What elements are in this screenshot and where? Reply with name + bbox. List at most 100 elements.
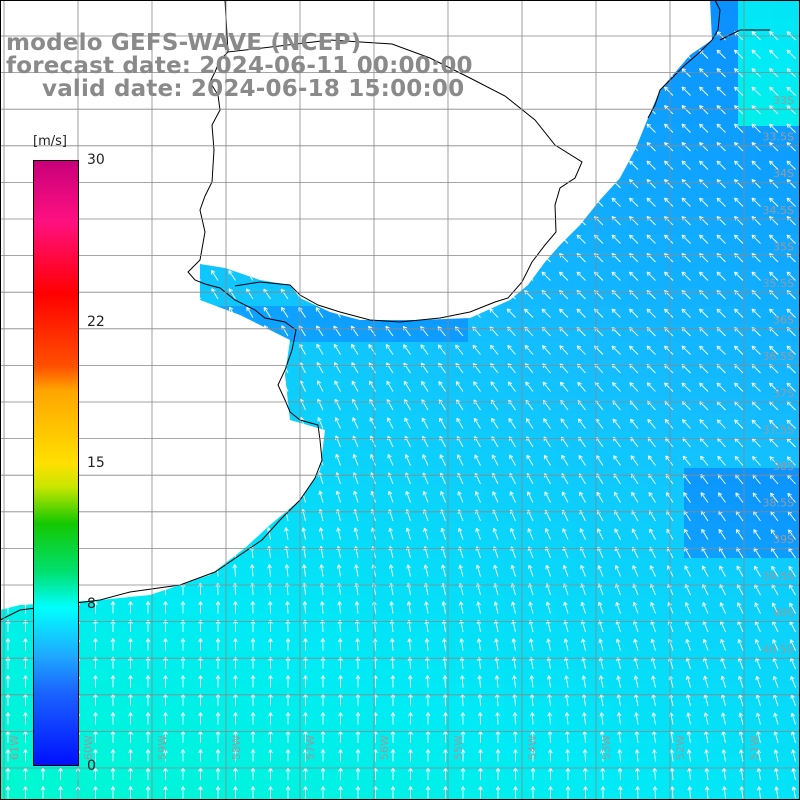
speed-cell xyxy=(666,702,685,721)
speed-cell xyxy=(180,756,199,775)
speed-cell xyxy=(702,486,721,505)
colorbar-unit: [m/s] xyxy=(33,134,67,149)
speed-cell xyxy=(522,504,541,523)
speed-cell xyxy=(270,720,289,739)
speed-cell xyxy=(774,216,793,235)
lon-label: 58W xyxy=(230,735,243,760)
speed-cell xyxy=(414,630,433,649)
speed-cell xyxy=(756,378,775,397)
speed-cell xyxy=(270,774,289,793)
speed-cell xyxy=(288,396,307,415)
speed-cell xyxy=(360,594,379,613)
speed-cell xyxy=(450,522,469,541)
speed-cell xyxy=(540,378,559,397)
speed-cell xyxy=(270,540,289,559)
speed-cell xyxy=(468,684,487,703)
speed-cell xyxy=(504,396,523,415)
speed-cell xyxy=(288,702,307,721)
speed-cell xyxy=(540,432,559,451)
speed-cell xyxy=(630,702,649,721)
speed-cell xyxy=(288,504,307,523)
speed-cell xyxy=(738,774,757,793)
speed-cell xyxy=(18,684,37,703)
wind-arrow xyxy=(751,86,761,96)
speed-cell xyxy=(288,738,307,757)
speed-cell xyxy=(162,648,181,667)
speed-cell xyxy=(702,378,721,397)
speed-cell xyxy=(540,648,559,667)
speed-cell xyxy=(396,648,415,667)
speed-cell xyxy=(486,702,505,721)
speed-cell xyxy=(540,522,559,541)
speed-cell xyxy=(72,792,91,800)
speed-cell xyxy=(306,594,325,613)
speed-cell xyxy=(774,90,793,109)
speed-cell xyxy=(792,720,800,739)
speed-cell xyxy=(648,378,667,397)
speed-cell xyxy=(396,378,415,397)
speed-cell xyxy=(270,792,289,800)
speed-cell xyxy=(576,270,595,289)
speed-cell xyxy=(612,234,631,253)
speed-cell xyxy=(612,288,631,307)
speed-cell xyxy=(324,396,343,415)
speed-cell xyxy=(522,432,541,451)
speed-cell xyxy=(792,180,800,199)
speed-cell xyxy=(792,594,800,613)
speed-cell xyxy=(540,684,559,703)
speed-cell xyxy=(360,432,379,451)
speed-cell xyxy=(270,594,289,613)
speed-cell xyxy=(180,666,199,685)
speed-cell xyxy=(720,270,739,289)
speed-cell xyxy=(342,774,361,793)
speed-cell xyxy=(414,468,433,487)
speed-cell xyxy=(666,792,685,800)
speed-cell xyxy=(522,756,541,775)
speed-cell xyxy=(540,792,559,800)
speed-cell xyxy=(558,486,577,505)
speed-cell xyxy=(594,468,613,487)
speed-cell xyxy=(738,144,757,163)
speed-cell xyxy=(630,324,649,343)
speed-cell xyxy=(468,342,487,361)
speed-cell xyxy=(198,792,217,800)
speed-cell xyxy=(666,198,685,217)
speed-cell xyxy=(486,432,505,451)
speed-cell xyxy=(342,792,361,800)
speed-cell xyxy=(90,720,109,739)
speed-cell xyxy=(324,342,343,361)
lat-label: 34S xyxy=(773,167,794,180)
speed-cell xyxy=(378,378,397,397)
speed-cell xyxy=(504,504,523,523)
speed-cell xyxy=(612,774,631,793)
speed-cell xyxy=(162,684,181,703)
speed-cell xyxy=(216,288,235,307)
speed-cell xyxy=(324,702,343,721)
speed-cell xyxy=(792,792,800,800)
speed-cell xyxy=(234,630,253,649)
speed-cell xyxy=(216,630,235,649)
speed-cell xyxy=(702,252,721,271)
speed-cell xyxy=(792,630,800,649)
speed-cell xyxy=(252,756,271,775)
speed-cell xyxy=(252,648,271,667)
speed-cell xyxy=(306,540,325,559)
lat-label: 35.5S xyxy=(763,277,794,290)
speed-cell xyxy=(648,792,667,800)
speed-cell xyxy=(540,486,559,505)
speed-cell xyxy=(684,666,703,685)
speed-cell xyxy=(756,0,775,19)
speed-cell xyxy=(558,792,577,800)
lat-label: 36.5S xyxy=(763,350,794,363)
speed-cell xyxy=(630,216,649,235)
speed-cell xyxy=(540,396,559,415)
speed-cell xyxy=(270,522,289,541)
speed-cell xyxy=(342,342,361,361)
speed-cell xyxy=(306,738,325,757)
speed-cell xyxy=(630,594,649,613)
speed-cell xyxy=(324,486,343,505)
speed-cell xyxy=(774,648,793,667)
speed-cell xyxy=(666,180,685,199)
speed-cell xyxy=(594,558,613,577)
speed-cell xyxy=(522,720,541,739)
